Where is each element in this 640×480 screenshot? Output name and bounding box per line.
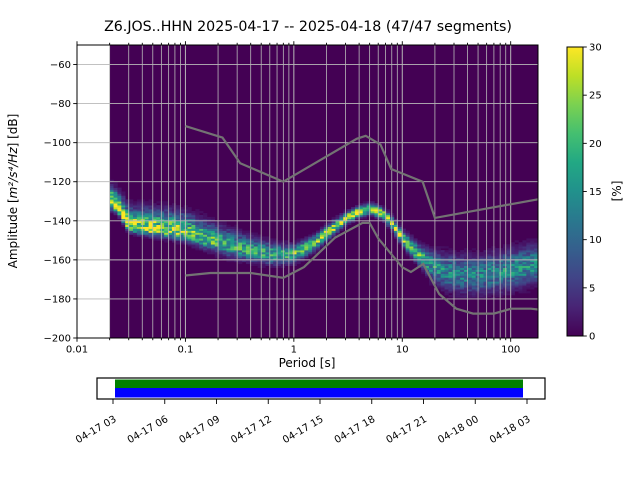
grid-lines	[77, 45, 538, 339]
timeline-tick-label: 04-18 00	[436, 414, 480, 446]
timeline-data-coverage	[115, 388, 523, 398]
y-axis-label-suffix: ] [dB]	[6, 114, 20, 148]
colorbar-tick-label: 15	[589, 187, 602, 198]
colorbar-tick-label: 25	[589, 91, 602, 102]
timeline-used-segments	[115, 379, 523, 388]
colorbar-tick-label: 5	[589, 283, 595, 294]
y-tick-label: −60	[50, 60, 71, 71]
y-tick-label: −160	[44, 255, 71, 266]
y-tick-label: −200	[44, 334, 71, 345]
colorbar-label: [%]	[610, 181, 624, 202]
y-tick-label: −100	[44, 138, 71, 149]
chart-title: Z6.JOS..HHN 2025-04-17 -- 2025-04-18 (47…	[104, 19, 512, 35]
colorbar-tick-label: 0	[589, 332, 595, 343]
colorbar-tick-label: 30	[589, 43, 602, 54]
x-tick-label: 0.01	[66, 345, 88, 356]
x-tick-label: 0.1	[177, 345, 193, 356]
timeline-tick-label: 04-17 03	[74, 414, 118, 446]
nhnm-line	[185, 125, 539, 220]
timeline-tick-label: 04-17 12	[229, 414, 273, 446]
colorbar: 0 5 10 15 20 25 30	[566, 43, 602, 343]
x-tick-label: 10	[396, 345, 409, 356]
timeline-tick-label: 04-17 18	[333, 414, 377, 446]
plot-area: 0.01 0.1 1 10 100−60−80−100−120−140−160−180−…	[44, 41, 602, 446]
y-tick-label: −120	[44, 177, 71, 188]
x-tick-label: 1	[291, 345, 297, 356]
timeline-tick-label: 04-17 06	[126, 414, 170, 446]
noise-model-lines	[185, 125, 539, 315]
timeline-bar: 04-17 03 04-17 06 04-17 09 04-17 12 04-17 15…	[74, 377, 546, 446]
timeline-tick-label: 04-17 21	[385, 414, 429, 446]
axes-frame: 0.01 0.1 1 10 100 −60 −80 −100 −120 −140 −160 −180 −…	[44, 41, 539, 356]
colorbar-tick-label: 10	[589, 235, 602, 246]
colorbar-tick-label: 20	[589, 139, 602, 150]
y-tick-label: −80	[50, 99, 71, 110]
timeline-tick-label: 04-18 03	[488, 414, 532, 446]
y-tick-label: −140	[44, 216, 71, 227]
y-axis-label-math: m²/s⁴/Hz	[6, 147, 20, 199]
x-axis-label: Period [s]	[279, 356, 336, 370]
y-tick-label: −180	[44, 294, 71, 305]
y-axis-label-prefix: Amplitude [	[6, 198, 20, 268]
x-tick-label: 100	[501, 345, 520, 356]
timeline-tick-label: 04-17 15	[281, 414, 325, 446]
timeline-tick-label: 04-17 09	[178, 414, 222, 446]
y-axis-label: Amplitude [m²/s⁴/Hz] [dB]	[6, 114, 20, 269]
nlnm-line	[185, 221, 539, 315]
